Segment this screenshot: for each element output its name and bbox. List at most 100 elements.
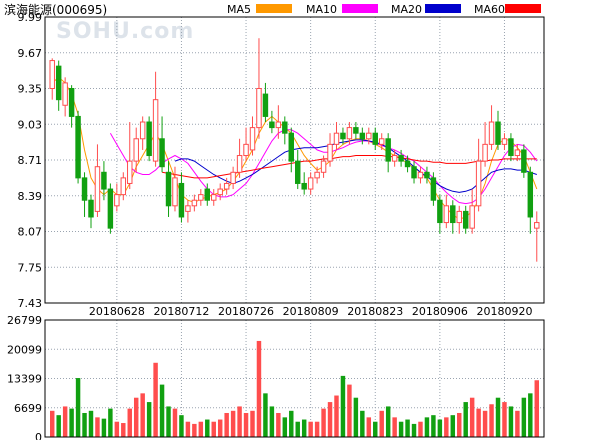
candle (288, 127, 294, 173)
legend-ma10-swatch (342, 4, 378, 13)
volume-bar (469, 397, 475, 437)
candle (198, 189, 204, 206)
candle (404, 155, 411, 173)
candle-body (204, 188, 211, 201)
candle (127, 122, 133, 190)
candle-body (424, 171, 430, 179)
volume-bar (424, 417, 430, 437)
candle (146, 116, 152, 162)
candle (301, 172, 307, 195)
volume-bar (360, 410, 365, 437)
price-panel-frame (44, 16, 545, 304)
panel-frames (44, 16, 545, 438)
candle-body (62, 82, 68, 106)
volume-bar (198, 421, 204, 437)
price-axis-labels: 9.99 9.67 9.35 9.03 8.71 8.39 8.07 7.75 7.43 (18, 11, 43, 310)
volume-bars (50, 340, 539, 437)
candle (346, 122, 353, 145)
volume-bar (295, 421, 300, 437)
date-tick-label: 20180920 (476, 305, 532, 318)
legend-ma5-label: MA5 (227, 3, 251, 16)
candle (443, 194, 450, 229)
volume-bar (230, 410, 236, 437)
candle (372, 127, 378, 150)
volume-bar (256, 340, 262, 437)
candle (275, 105, 282, 139)
volume-bar (528, 393, 533, 437)
volume-bar (366, 417, 372, 437)
date-tick-label: 20180809 (283, 305, 339, 318)
candle-body (404, 160, 411, 168)
candle (417, 166, 424, 184)
candle-body (391, 155, 398, 162)
candle-body (288, 132, 294, 162)
candle (75, 110, 81, 184)
candle-body (411, 166, 417, 179)
volume-bar (95, 417, 100, 437)
volume-bar (515, 410, 520, 437)
volume-bar (431, 415, 436, 437)
volume-tick-label: 26799 (7, 314, 42, 327)
volume-tick-label: 0 (35, 431, 42, 440)
candle (249, 116, 256, 156)
volume-bar (88, 410, 94, 437)
volume-bar (502, 402, 507, 437)
candle-body (159, 138, 165, 168)
candle-body (508, 138, 514, 157)
price-tick-label: 8.07 (18, 226, 43, 239)
volume-bar (121, 423, 126, 437)
volume-bar (347, 384, 352, 437)
candle (430, 172, 437, 206)
volume-bar (217, 419, 223, 437)
volume-bar (508, 406, 514, 437)
grid (45, 16, 544, 438)
candle-body (191, 199, 198, 207)
candle (462, 205, 469, 234)
candle-body (178, 182, 185, 218)
candle-body (256, 88, 262, 129)
candle (165, 161, 172, 217)
candle-body (501, 138, 508, 145)
candle-body (75, 115, 81, 179)
date-tick-label: 20180726 (218, 305, 274, 318)
candle (107, 183, 114, 234)
volume-bar (127, 408, 132, 437)
legend-ma5-swatch (256, 4, 292, 13)
volume-bar (140, 393, 145, 437)
candle (320, 155, 327, 178)
volume-bar (534, 380, 539, 437)
candle (469, 189, 475, 234)
volume-bar (327, 402, 333, 437)
volume-bar (392, 417, 397, 437)
candle-body (101, 171, 107, 190)
candle-body (327, 143, 333, 162)
candle (211, 189, 217, 206)
candlesticks (49, 38, 540, 262)
candle-body (211, 194, 217, 201)
volume-bar (276, 412, 281, 437)
candle-body (385, 138, 391, 162)
volume-bar (166, 406, 171, 437)
candle (68, 85, 75, 128)
volume-panel-frame (44, 319, 545, 438)
volume-bar (482, 410, 488, 437)
candle-body (307, 177, 314, 190)
candle (366, 127, 372, 145)
legend-ma60-swatch (505, 4, 541, 13)
volume-bar (398, 421, 404, 437)
candle (88, 194, 94, 229)
candle-body (443, 205, 450, 224)
volume-axis-labels: 26799 20099 13399 6699 0 (7, 314, 42, 440)
price-tick-label: 7.43 (18, 297, 43, 310)
volume-bar (437, 419, 443, 437)
candle (398, 149, 404, 167)
volume-bar (321, 408, 326, 437)
candle-body (378, 138, 385, 145)
candle-body (49, 60, 55, 89)
candle (333, 122, 340, 150)
volume-bar (476, 408, 481, 437)
candle (327, 133, 333, 167)
candle (359, 127, 366, 145)
candle-body (340, 132, 346, 140)
candle (172, 166, 178, 212)
